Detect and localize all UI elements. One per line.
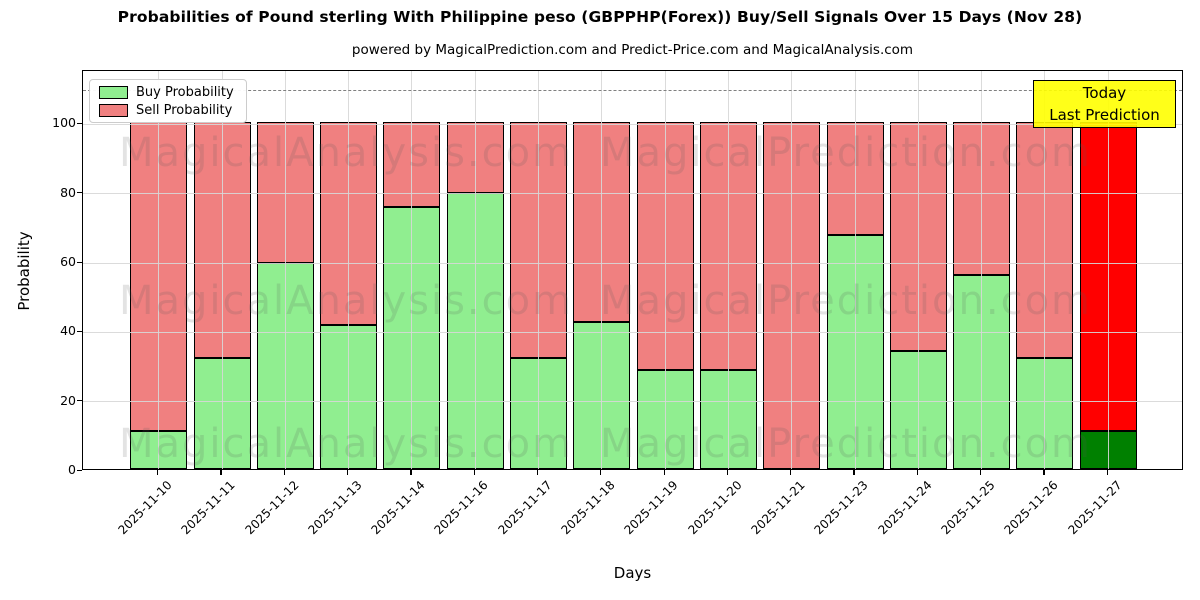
- x-gridline: [348, 71, 350, 469]
- y-tick-label: 20: [60, 392, 76, 408]
- y-gridline: [83, 193, 1182, 195]
- x-tick-label-date: 2025-11-13: [305, 478, 365, 538]
- x-gridline: [411, 71, 413, 469]
- y-tick-label: 100: [52, 115, 76, 131]
- x-gridline: [981, 71, 983, 469]
- x-tick-mark: [536, 470, 539, 475]
- x-gridline: [158, 71, 160, 469]
- x-tick-label-date: 2025-11-20: [685, 478, 745, 538]
- x-tick-label-date: 2025-11-23: [811, 478, 871, 538]
- y-gridline: [83, 401, 1182, 403]
- x-tick-label-date: 2025-11-21: [748, 478, 808, 538]
- x-gridline: [727, 71, 729, 469]
- x-tick-mark: [1043, 470, 1045, 475]
- x-gridline: [854, 71, 856, 469]
- x-tick-mark: [853, 470, 855, 475]
- x-tick-label-date: 2025-11-11: [178, 478, 238, 538]
- watermark-magicalprediction: MagicalPrediction.com: [600, 130, 1092, 176]
- x-tick-label-date: 2025-11-26: [1001, 478, 1061, 538]
- x-gridline: [917, 71, 919, 469]
- buy-probability-swatch: [99, 85, 128, 99]
- y-tick-mark: [77, 469, 82, 471]
- legend: Buy Probability Sell Probability: [89, 79, 247, 123]
- x-gridline: [601, 71, 603, 469]
- legend-row-buy: Buy Probability: [90, 85, 246, 100]
- watermark-magicalanalysis: MagicalAnalysis.com: [118, 278, 574, 324]
- today-annotation-line2: Last Prediction: [1049, 106, 1160, 124]
- x-tick-mark: [220, 470, 222, 475]
- x-gridline: [474, 71, 476, 469]
- sell-probability-swatch: [99, 103, 128, 117]
- watermark-magicalanalysis: MagicalAnalysis.com: [118, 130, 574, 176]
- y-gridline: [83, 262, 1182, 264]
- x-gridline: [791, 71, 793, 469]
- y-tick-mark: [77, 122, 82, 125]
- x-tick-label-date: 2025-11-25: [938, 478, 998, 538]
- x-tick-mark: [916, 470, 918, 475]
- y-gridline: [83, 123, 1182, 125]
- watermark-magicalprediction: MagicalPrediction.com: [600, 421, 1092, 467]
- y-axis-label: Probability: [15, 231, 33, 311]
- x-tick-mark: [347, 470, 349, 475]
- x-axis-label: Days: [613, 564, 652, 582]
- y-tick-label: 80: [60, 184, 76, 200]
- y-tick-mark: [77, 400, 82, 402]
- x-tick-label-date: 2025-11-24: [875, 478, 935, 538]
- x-gridline: [664, 71, 666, 469]
- x-gridline: [221, 71, 223, 469]
- x-tick-label-date: 2025-11-17: [495, 478, 555, 538]
- dashed-threshold-line: [83, 89, 1182, 91]
- chart-title: Probabilities of Pound sterling With Phi…: [117, 8, 1083, 26]
- x-tick-mark: [1106, 470, 1108, 475]
- y-tick-mark: [77, 330, 82, 333]
- x-tick-mark: [157, 470, 159, 475]
- y-gridline: [83, 331, 1182, 333]
- x-tick-label-date: 2025-11-14: [368, 478, 428, 538]
- x-gridline: [1107, 71, 1109, 469]
- x-gridline: [1044, 71, 1046, 469]
- chart-subtitle: powered by MagicalPrediction.com and Pre…: [351, 42, 914, 58]
- x-tick-mark: [283, 470, 285, 475]
- today-annotation-line1: Today: [1082, 84, 1127, 102]
- y-tick-mark: [77, 261, 82, 263]
- watermark-magicalprediction: MagicalPrediction.com: [600, 278, 1092, 324]
- y-tick-label: 40: [60, 323, 76, 339]
- x-tick-mark: [600, 470, 602, 475]
- x-gridline: [284, 71, 286, 469]
- x-tick-mark: [790, 470, 792, 475]
- x-tick-label-date: 2025-11-19: [621, 478, 682, 538]
- legend-row-sell: Sell Probability: [90, 103, 246, 118]
- y-tick-label: 0: [68, 462, 76, 477]
- x-tick-mark: [663, 470, 665, 475]
- x-tick-mark: [726, 470, 729, 475]
- x-tick-label-date: 2025-11-16: [431, 478, 492, 538]
- x-tick-label-date: 2025-11-10: [115, 478, 175, 538]
- watermark-magicalanalysis: MagicalAnalysis.com: [118, 421, 574, 467]
- x-tick-mark: [410, 470, 412, 475]
- legend-sell-label: Sell Probability: [136, 102, 233, 118]
- y-tick-mark: [77, 192, 82, 194]
- plot-area: MagicalAnalysis.com MagicalPrediction.com…: [82, 70, 1183, 470]
- x-tick-label-date: 2025-11-27: [1064, 478, 1125, 538]
- x-tick-label-date: 2025-11-18: [558, 478, 618, 538]
- x-tick-mark: [473, 470, 475, 475]
- legend-buy-label: Buy Probability: [136, 84, 234, 100]
- x-tick-label-date: 2025-11-12: [242, 478, 302, 538]
- x-tick-mark: [980, 470, 982, 475]
- today-annotation-box: Today Last Prediction: [1033, 80, 1176, 128]
- y-tick-label: 60: [60, 254, 76, 270]
- x-gridline: [538, 71, 540, 469]
